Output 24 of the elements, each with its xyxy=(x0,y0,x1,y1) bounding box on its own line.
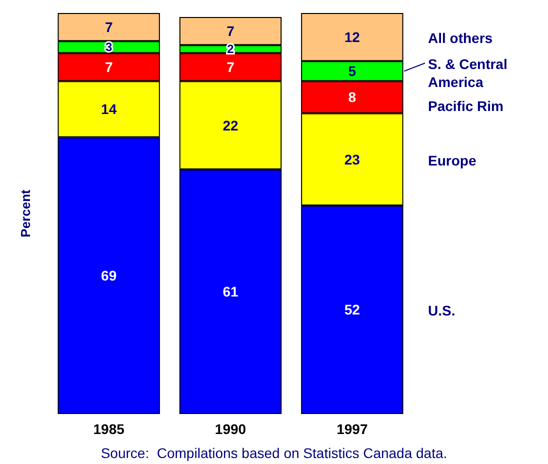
series-label: Europe xyxy=(428,152,476,168)
data-label: 23 xyxy=(344,151,360,168)
series-label: All others xyxy=(428,30,493,46)
x-tick-label: 1990 xyxy=(214,421,246,437)
x-tick-label: 1985 xyxy=(93,421,125,437)
y-axis-title: Percent xyxy=(18,188,33,238)
data-label: 7 xyxy=(226,59,235,76)
series-label: Pacific Rim xyxy=(428,98,504,114)
data-label: 14 xyxy=(101,101,117,118)
data-label: 7 xyxy=(226,23,235,40)
source-note: Source: Compilations based on Statistics Canada data. xyxy=(100,445,448,461)
data-label: 8 xyxy=(348,89,356,106)
data-label: 12 xyxy=(344,29,360,46)
data-label: 52 xyxy=(344,302,360,318)
data-label: 7 xyxy=(104,19,113,36)
x-tick-label: 1997 xyxy=(336,421,368,437)
series-label: S. & Central America xyxy=(428,56,508,90)
data-label: 5 xyxy=(348,63,356,80)
series-label: U.S. xyxy=(428,302,456,319)
data-label: 7 xyxy=(104,59,113,76)
data-label: 69 xyxy=(101,268,117,284)
data-label: 3 xyxy=(105,40,112,54)
data-label: 61 xyxy=(222,284,238,300)
data-label: 22 xyxy=(222,117,238,134)
